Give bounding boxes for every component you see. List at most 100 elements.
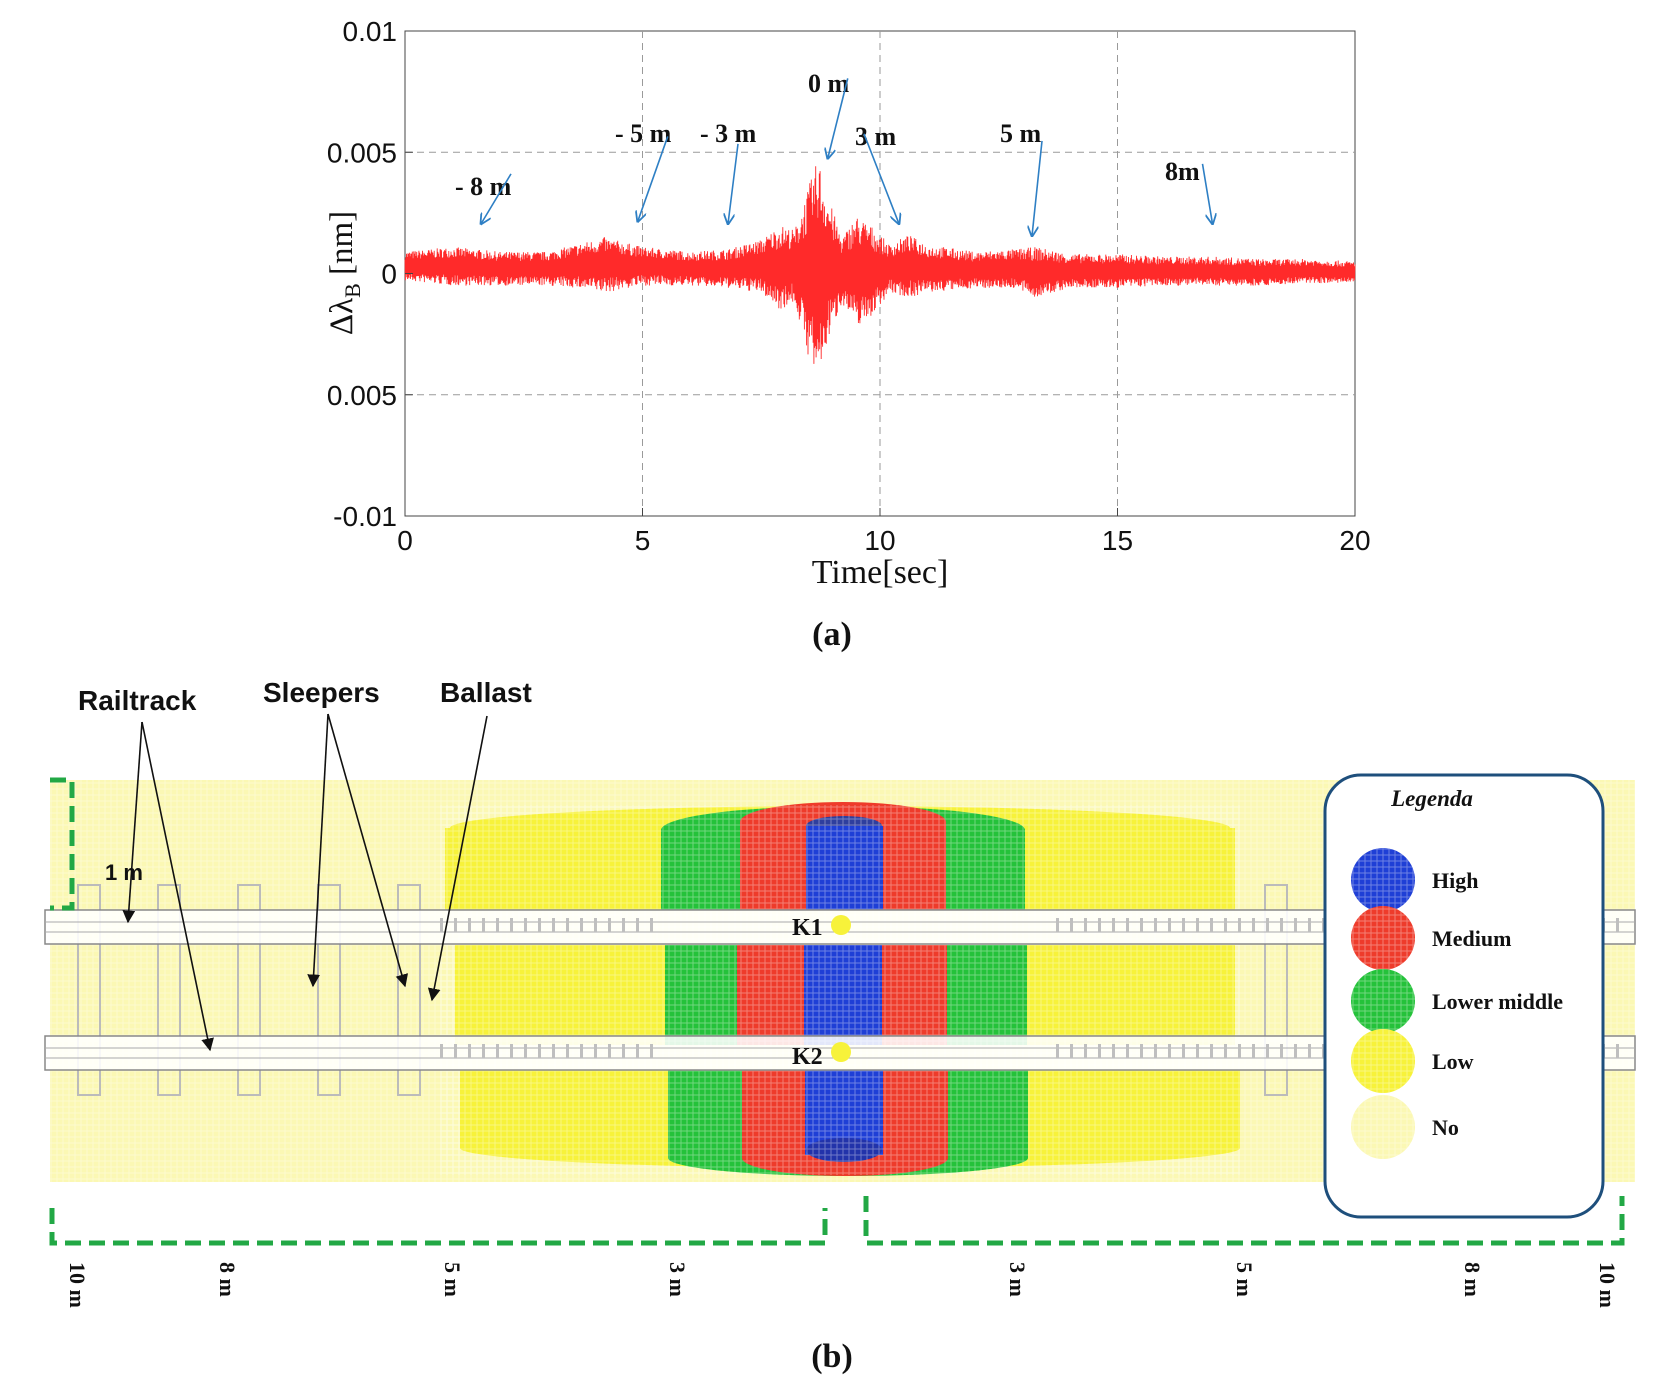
- fastener: [1056, 918, 1059, 932]
- fastener: [468, 918, 471, 932]
- legend-label: Lower middle: [1432, 989, 1563, 1014]
- distance-annotations: - 8 m - 5 m - 3 m 0 m3 m 5 m 8m: [455, 69, 1213, 236]
- distance-label: 10 m: [1595, 1262, 1620, 1308]
- fastener: [1056, 1044, 1059, 1058]
- legend-label: High: [1432, 868, 1478, 893]
- fastener: [636, 1044, 639, 1058]
- x-tick-label: 15: [1102, 525, 1133, 556]
- fastener: [1084, 1044, 1087, 1058]
- fastener: [538, 1044, 541, 1058]
- sleeper: [77, 884, 101, 1096]
- axis-ticks: 0 5 10 15 20 0.01 0.005 0 0.005 -0.01: [327, 16, 1371, 556]
- fastener: [580, 1044, 583, 1058]
- y-axis-label: ΔλB [nm]: [324, 211, 365, 335]
- panel-a-chart: 0 5 10 15 20 0.01 0.005 0 0.005 -0.01 - 8 m - 5 m-…: [324, 16, 1371, 653]
- fastener: [1154, 1044, 1157, 1058]
- distance-label: 3 m: [1005, 1262, 1030, 1297]
- x-axis-label: Time[sec]: [812, 554, 949, 591]
- distance-brackets: [49, 1196, 1625, 1246]
- annotation-arrow: [1201, 163, 1213, 224]
- fastener: [524, 918, 527, 932]
- fastener: [566, 1044, 569, 1058]
- fastener: [1098, 918, 1101, 932]
- fastener: [650, 1044, 653, 1058]
- panel-a-caption: (a): [812, 616, 852, 653]
- fastener: [580, 918, 583, 932]
- y-tick-label: 0.01: [343, 16, 398, 47]
- fastener: [440, 918, 443, 932]
- fastener: [1112, 1044, 1115, 1058]
- annotation-arrow: [863, 133, 899, 224]
- sleepers-label: Sleepers: [263, 677, 380, 708]
- y-tick-label: -0.01: [333, 501, 397, 532]
- annotation-label: - 8 m: [455, 172, 512, 201]
- fastener: [1252, 918, 1255, 932]
- fastener: [496, 918, 499, 932]
- fastener: [1182, 918, 1185, 932]
- fastener: [1252, 1044, 1255, 1058]
- fastener: [1238, 1044, 1241, 1058]
- fastener: [1140, 918, 1143, 932]
- panel-b-diagram: K1 K2 1 m Railtrack Sleepers Ballast Leg…: [44, 677, 1636, 1375]
- x-tick-label: 20: [1339, 525, 1370, 556]
- sleeper: [1264, 884, 1288, 1096]
- fastener: [1098, 1044, 1101, 1058]
- sleeper: [237, 884, 261, 1096]
- fastener: [468, 1044, 471, 1058]
- fastener: [538, 918, 541, 932]
- sleeper: [157, 884, 181, 1096]
- annotation-arrow: [728, 143, 739, 224]
- fastener: [1196, 918, 1199, 932]
- fastener: [1224, 918, 1227, 932]
- fastener: [454, 1044, 457, 1058]
- fastener: [496, 1044, 499, 1058]
- sensor-k1-marker: [831, 915, 851, 935]
- signal-line: [404, 166, 1356, 364]
- fastener: [1238, 918, 1241, 932]
- fastener: [482, 1044, 485, 1058]
- fastener: [1294, 918, 1297, 932]
- fastener: [594, 1044, 597, 1058]
- fastener: [524, 1044, 527, 1058]
- fastener: [1266, 918, 1269, 932]
- sensor-k2-marker: [831, 1042, 851, 1062]
- fastener: [636, 918, 639, 932]
- fastener: [1616, 1044, 1619, 1058]
- sensor-k2-label: K2: [792, 1044, 823, 1070]
- legend: Legenda High Medium Lower middle Low No: [1323, 773, 1605, 1219]
- one-meter-label: 1 m: [105, 860, 143, 885]
- legend-label: Medium: [1432, 926, 1511, 951]
- fastener: [454, 918, 457, 932]
- annotation-label: - 5 m: [615, 119, 672, 148]
- fastener: [1168, 1044, 1171, 1058]
- fastener: [1154, 918, 1157, 932]
- fastener: [1196, 1044, 1199, 1058]
- fastener: [552, 1044, 555, 1058]
- annotation-label: 0 m: [808, 69, 850, 98]
- ballast-label: Ballast: [440, 677, 532, 708]
- y-tick-label: 0.005: [327, 380, 397, 411]
- fastener: [1266, 1044, 1269, 1058]
- railtrack-label: Railtrack: [78, 685, 197, 716]
- fastener: [1126, 1044, 1129, 1058]
- x-tick-label: 5: [635, 525, 651, 556]
- distance-label: 5 m: [1232, 1262, 1257, 1297]
- fastener: [1224, 1044, 1227, 1058]
- annotation-label: 3 m: [855, 122, 897, 151]
- fastener: [1294, 1044, 1297, 1058]
- annotation-arrow: [481, 173, 512, 224]
- legend-label: No: [1432, 1115, 1459, 1140]
- pointer-arrows: [122, 713, 488, 1052]
- fastener: [1616, 918, 1619, 932]
- fastener: [622, 918, 625, 932]
- signal-trace: [404, 166, 1356, 364]
- fastener: [566, 918, 569, 932]
- distance-labels: 10 m 8 m 5 m 3 m 3 m 5 m 8 m 10 m: [65, 1262, 1620, 1308]
- fastener: [1210, 1044, 1213, 1058]
- fastener: [510, 1044, 513, 1058]
- fastener: [1280, 1044, 1283, 1058]
- legend-title: Legenda: [1390, 786, 1473, 811]
- fastener: [608, 1044, 611, 1058]
- distance-label: 3 m: [665, 1262, 690, 1297]
